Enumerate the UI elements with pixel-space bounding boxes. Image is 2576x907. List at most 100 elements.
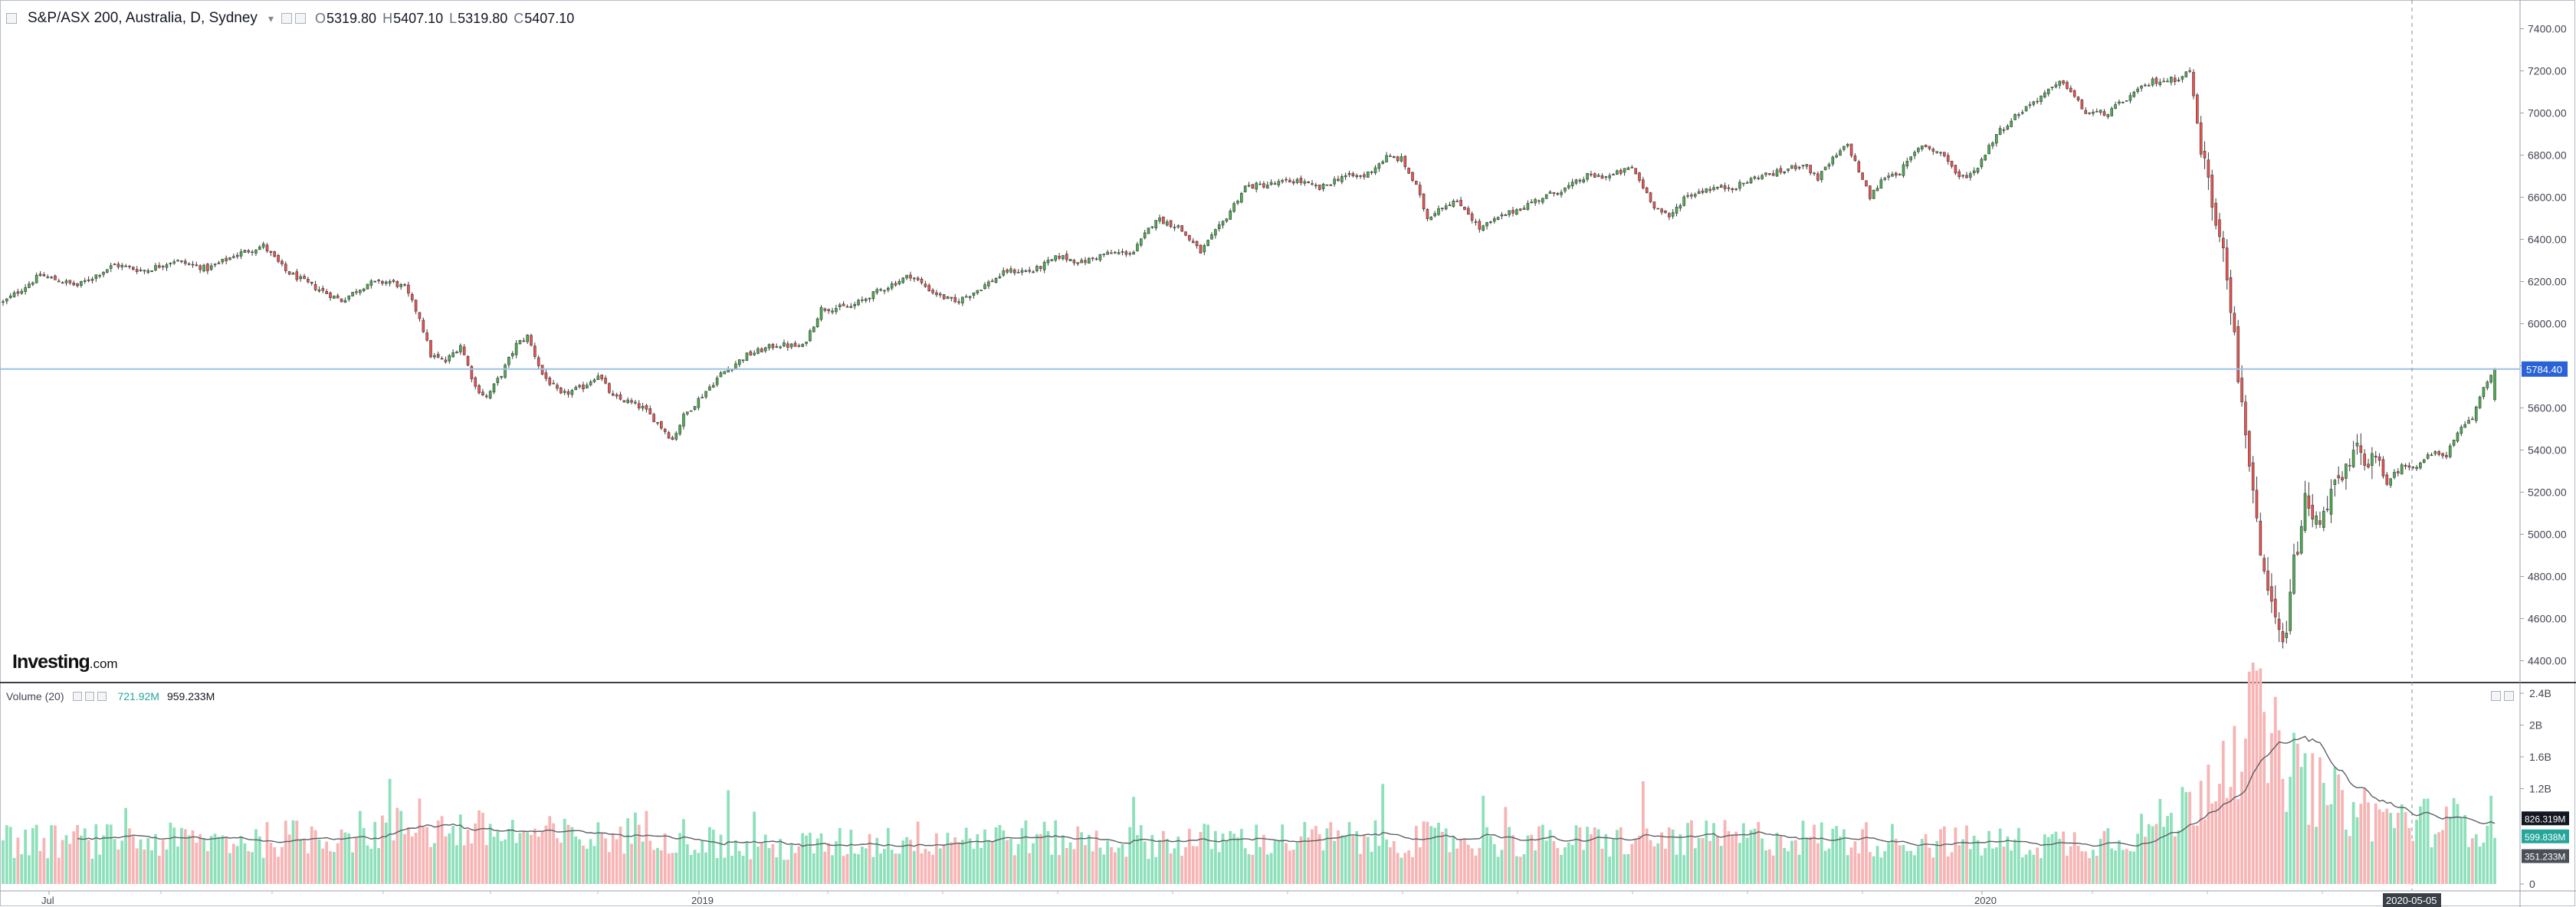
candle-down	[845, 306, 849, 308]
candle-up	[1835, 155, 1838, 158]
candle-down	[2076, 97, 2080, 100]
candle-up	[2400, 464, 2404, 475]
volume-bar-up	[1355, 831, 1359, 884]
volume-bar-down	[1690, 820, 1693, 884]
candle-up	[507, 356, 510, 365]
close-pane-icon[interactable]	[2504, 691, 2514, 701]
eye-icon[interactable]	[73, 692, 83, 701]
candle-down	[2381, 459, 2385, 476]
candle-up	[961, 296, 964, 303]
candle-up	[938, 293, 942, 296]
dropdown-caret-icon[interactable]: ▾	[267, 11, 274, 25]
candle-down	[2062, 80, 2065, 84]
volume-bar-up	[779, 839, 783, 884]
volume-bar-up	[351, 852, 354, 884]
candle-up	[596, 375, 600, 380]
candle-down	[552, 382, 555, 385]
volume-bar-up	[589, 839, 592, 884]
price-tick-label: 5000.00	[2528, 529, 2567, 541]
candle-down	[2367, 463, 2370, 468]
candle-up	[1526, 203, 1530, 210]
candle-up	[1355, 175, 1359, 177]
volume-bar-down	[1898, 845, 1902, 884]
collapse-icon[interactable]	[6, 13, 17, 24]
volume-bar-up	[448, 833, 451, 884]
volume-bar-down	[329, 850, 332, 884]
volume-bar-down	[894, 853, 897, 884]
close-icon[interactable]	[97, 692, 107, 701]
candle-up	[838, 304, 842, 308]
volume-bar-up	[1080, 832, 1084, 884]
volume-bar-up	[1675, 854, 1679, 884]
volume-bar-up	[2426, 798, 2430, 884]
candle-down	[1690, 195, 1693, 197]
volume-bar-up	[2110, 848, 2114, 884]
volume-bar-up	[897, 853, 901, 884]
candle-down	[1928, 146, 1931, 149]
volume-bar-up	[399, 810, 403, 884]
time-tick-label: 2019	[691, 895, 714, 906]
candle-up	[1991, 142, 1994, 146]
close-icon[interactable]	[294, 13, 306, 24]
volume-bar-down	[537, 837, 540, 884]
maximize-pane-icon[interactable]	[2491, 691, 2501, 701]
candle-down	[953, 296, 957, 303]
candle-down	[466, 356, 470, 366]
candle-down	[1392, 156, 1396, 158]
volume-bar-up	[1787, 851, 1790, 884]
volume-bar-down	[1299, 836, 1303, 884]
candle-up	[964, 296, 968, 298]
pane-controls	[2491, 691, 2517, 701]
volume-bar-down	[2080, 851, 2084, 884]
volume-bar-up	[64, 835, 68, 884]
candle-up	[2292, 555, 2295, 594]
candle-up	[2054, 84, 2058, 87]
volume-bar-up	[261, 857, 265, 884]
volume-bar-up	[1020, 827, 1024, 884]
symbol-title[interactable]: S&P/ASX 200, Australia, D, Sydney	[28, 10, 258, 26]
volume-bar-up	[1500, 850, 1504, 884]
volume-bar-down	[269, 843, 273, 884]
volume-bar-up	[1232, 833, 1235, 884]
volume-bar-down	[2273, 696, 2277, 884]
volume-bar-up	[291, 820, 295, 884]
volume-bar-up	[500, 840, 504, 884]
settings-icon[interactable]	[281, 13, 292, 24]
candle-up	[518, 340, 522, 345]
volume-bar-up	[723, 857, 727, 884]
volume-bar-down	[1757, 822, 1761, 884]
settings-icon[interactable]	[85, 692, 95, 701]
candle-up	[2489, 375, 2492, 383]
ohlc-open: O5319.80	[314, 10, 377, 26]
volume-bar-up	[737, 850, 741, 884]
volume-bar-up	[165, 849, 169, 884]
candle-down	[2318, 520, 2322, 525]
candle-up	[946, 296, 950, 300]
volume-bar-up	[831, 855, 834, 884]
volume-bar-up	[2315, 827, 2318, 884]
volume-bar-up	[2024, 854, 2028, 884]
candle-down	[477, 385, 481, 394]
volume-bar-up	[239, 836, 243, 884]
candle-up	[34, 274, 38, 283]
volume-bar-down	[2396, 812, 2400, 884]
candle-up	[2389, 478, 2392, 486]
volume-title[interactable]: Volume (20)	[6, 690, 64, 702]
candle-up	[347, 295, 351, 300]
volume-bar-up	[1745, 837, 1749, 884]
candle-up	[1147, 228, 1150, 234]
candle-down	[1422, 193, 1426, 209]
volume-bar-down	[559, 843, 563, 884]
candle-down	[157, 265, 161, 268]
candle-up	[1596, 175, 1600, 177]
candle-down	[1931, 149, 1935, 152]
volume-bar-up	[2046, 837, 2050, 884]
candle-down	[1028, 270, 1032, 272]
candle-up	[2106, 114, 2110, 117]
volume-bar-up	[1879, 857, 1883, 884]
volume-bar-up	[1098, 847, 1102, 884]
volume-bar-down	[797, 846, 801, 884]
candle-up	[741, 359, 745, 362]
volume-bar-up	[1972, 835, 1976, 884]
